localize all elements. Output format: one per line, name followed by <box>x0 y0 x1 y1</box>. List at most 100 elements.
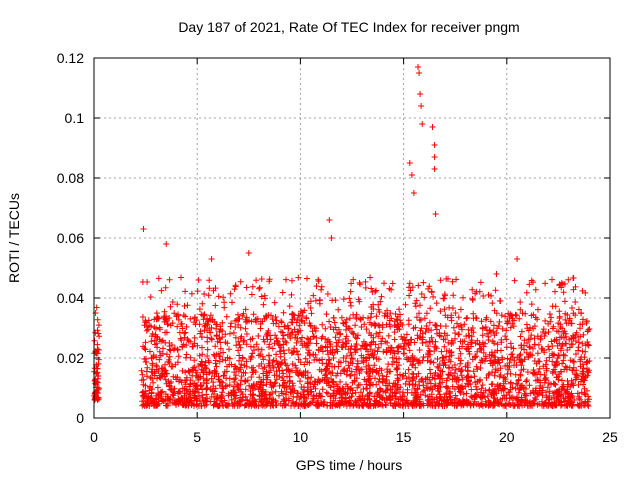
data-point <box>272 397 279 404</box>
data-point <box>479 332 486 339</box>
data-point <box>457 360 464 367</box>
data-point <box>258 390 265 397</box>
data-point <box>486 351 493 358</box>
data-point <box>582 391 589 398</box>
data-point <box>469 286 476 293</box>
data-point <box>450 372 456 379</box>
data-point <box>450 292 457 299</box>
data-point <box>375 344 382 351</box>
data-point <box>180 312 187 319</box>
data-point <box>413 401 420 408</box>
data-point <box>527 390 534 397</box>
data-point <box>207 312 214 319</box>
data-point <box>288 319 295 326</box>
data-point <box>577 396 583 403</box>
data-point <box>409 376 416 383</box>
data-point <box>556 371 563 377</box>
data-point <box>534 391 540 398</box>
data-point <box>386 285 393 292</box>
data-point <box>243 319 249 325</box>
data-point <box>367 314 374 321</box>
data-point <box>571 359 577 365</box>
data-point <box>372 402 379 409</box>
data-point <box>222 331 229 338</box>
data-point <box>185 399 192 405</box>
data-point <box>517 400 524 407</box>
data-point <box>221 372 227 379</box>
data-point <box>296 322 303 329</box>
data-point <box>437 308 444 315</box>
data-point <box>333 346 340 353</box>
data-point <box>173 376 180 383</box>
data-point <box>417 91 424 97</box>
data-point <box>322 325 329 332</box>
data-point <box>385 332 392 339</box>
grid <box>94 58 610 418</box>
data-point <box>303 344 309 351</box>
data-point <box>279 289 286 296</box>
data-point <box>341 368 348 375</box>
data-point <box>508 344 515 351</box>
data-point <box>562 363 569 370</box>
data-point <box>495 367 501 374</box>
data-point <box>313 283 320 290</box>
data-point <box>583 318 590 324</box>
data-point <box>252 402 258 409</box>
data-point <box>243 284 250 291</box>
data-point <box>352 346 359 353</box>
data-point <box>519 310 526 317</box>
data-point <box>365 362 372 369</box>
data-point <box>448 399 455 406</box>
data-point <box>239 397 245 404</box>
data-point <box>514 401 521 408</box>
data-point <box>160 345 166 352</box>
data-point <box>516 356 523 363</box>
data-point <box>550 366 557 373</box>
data-point <box>208 335 215 342</box>
data-point <box>258 346 265 353</box>
data-point <box>298 308 304 315</box>
x-tick-label: 5 <box>193 429 201 445</box>
data-point <box>217 353 223 360</box>
data-point <box>96 333 103 340</box>
data-point <box>389 347 396 354</box>
data-point <box>502 378 509 385</box>
data-point <box>186 383 193 390</box>
data-point <box>345 337 352 344</box>
data-point <box>334 370 341 377</box>
data-point <box>261 338 268 345</box>
data-point <box>440 295 447 302</box>
data-point <box>298 384 305 390</box>
data-point <box>378 340 385 347</box>
data-point <box>469 339 475 346</box>
data-point <box>528 277 535 284</box>
data-point <box>142 346 149 353</box>
data-point <box>250 311 257 318</box>
data-point <box>273 317 280 324</box>
data-point <box>524 340 530 346</box>
data-point <box>255 346 262 353</box>
data-point <box>568 398 575 405</box>
data-point <box>530 389 537 396</box>
data-point <box>423 325 430 332</box>
data-point <box>324 347 331 354</box>
data-point <box>523 349 530 356</box>
data-point <box>477 359 484 366</box>
data-point <box>399 336 406 343</box>
data-point <box>228 320 235 327</box>
data-point <box>455 323 462 330</box>
data-point <box>290 349 296 356</box>
data-point <box>549 303 556 310</box>
data-point <box>376 376 383 383</box>
data-point <box>403 331 410 338</box>
data-point <box>167 347 174 354</box>
data-point <box>348 302 354 309</box>
data-point <box>337 359 344 366</box>
data-point <box>347 325 353 332</box>
data-point <box>541 400 548 407</box>
data-point <box>203 391 210 398</box>
data-point <box>340 296 347 303</box>
data-point <box>151 316 158 323</box>
data-point <box>319 386 326 393</box>
data-point <box>236 352 243 359</box>
